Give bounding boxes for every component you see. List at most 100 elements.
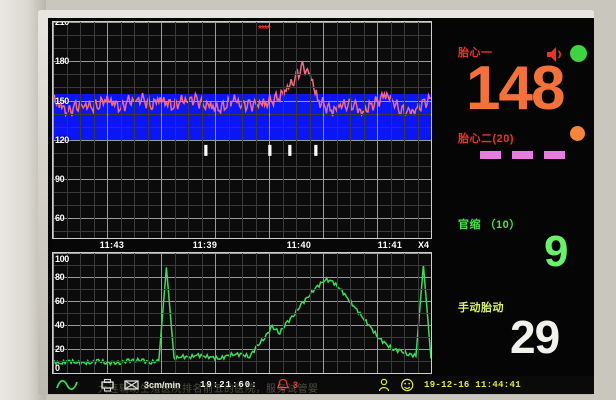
elapsed-time-label: 19:21:60: xyxy=(200,380,258,390)
uc-gridline xyxy=(107,253,108,373)
fhr-gridline xyxy=(269,22,270,238)
fhr-gridline xyxy=(53,22,54,238)
fhr-gridline xyxy=(377,22,378,238)
uc-gridline xyxy=(269,253,270,373)
time-tick-label: 11:41 xyxy=(377,240,403,250)
fhr-plot-area: 210 180 150 120 90 60 ▐ ▐ ▐ ▐ xyxy=(53,22,431,238)
uc-y-tick: 60 xyxy=(55,296,65,306)
fhr-gridline xyxy=(242,22,243,238)
fhr-y-tick: 60 xyxy=(55,213,65,224)
fhr1-value: 148 xyxy=(466,54,565,123)
waveform-icon[interactable] xyxy=(56,378,82,392)
fetal-movement-value: 29 xyxy=(510,311,560,363)
bell-icon[interactable] xyxy=(276,378,290,392)
uc-gridline xyxy=(201,253,203,373)
paper-speed-label: 3cm/min xyxy=(144,380,181,390)
uc-value: 9 xyxy=(544,227,569,276)
uc-gridline xyxy=(161,253,162,373)
uc-y-tick: 20 xyxy=(55,344,65,354)
uc-gridline xyxy=(336,253,338,373)
paper-disabled-icon[interactable] xyxy=(123,378,140,392)
datetime-label: 19-12-16 11:44:41 xyxy=(424,380,521,390)
fhr-gridline xyxy=(390,22,392,238)
uc-gridline xyxy=(80,253,81,373)
fhr-gridline xyxy=(120,22,122,238)
time-axis: X4 11:43 11:39 11:40 11:41 xyxy=(52,239,432,253)
fhr-y-tick: 90 xyxy=(55,174,65,185)
uc-gridline xyxy=(390,253,392,373)
fhr-gridline xyxy=(417,22,419,238)
uc-gridline xyxy=(350,253,351,373)
uc-gridline xyxy=(377,253,378,373)
fhr-gridline xyxy=(66,22,68,238)
fhr-gridline xyxy=(309,22,311,238)
fhr-gridline xyxy=(363,22,365,238)
uc-gridline xyxy=(147,253,149,373)
monitor-screen: 210 180 150 120 90 60 ▐ ▐ ▐ ▐ **** X4 11:43 11:39 1… xyxy=(48,18,594,394)
uc-gridline xyxy=(215,253,216,373)
fhr-gridline xyxy=(188,22,189,238)
uc-y-tick: 0 xyxy=(55,363,60,373)
uc-gridline xyxy=(120,253,122,373)
x-scale-label: X4 xyxy=(416,240,430,250)
fhr-y-tick: 150 xyxy=(55,95,69,106)
fhr-gridline xyxy=(80,22,81,238)
uc-gridline xyxy=(93,253,95,373)
uc-gridline xyxy=(242,253,243,373)
uc-gridline xyxy=(309,253,311,373)
smiley-icon[interactable] xyxy=(400,378,415,392)
fhr1-label: 胎心一 xyxy=(458,47,493,59)
uc-gridline xyxy=(296,253,297,373)
uc-plot-area: 100 80 60 40 20 0 xyxy=(53,253,431,373)
uc-gridline xyxy=(174,253,176,373)
speaker-icon[interactable] xyxy=(545,46,565,63)
photo-watermark: 大连辅助生殖医院排名前五的医院，服务试管婴 xyxy=(98,384,319,394)
time-tick-label: 11:40 xyxy=(286,240,312,250)
uc-chart[interactable]: 100 80 60 40 20 0 xyxy=(52,252,432,374)
numeric-readout-panel: 胎心一 148 胎心二(20) 官缩 （10） 9 手动胎动 29 xyxy=(452,18,594,376)
fhr-event-star: **** xyxy=(258,24,271,35)
fhr-y-tick: 180 xyxy=(55,56,69,67)
fhr-gridline xyxy=(215,22,216,238)
time-tick-label: 11:43 xyxy=(99,240,125,250)
uc-gridline xyxy=(188,253,189,373)
uc-gridline xyxy=(53,253,54,373)
uc-gridline xyxy=(363,253,365,373)
fhr-gridline xyxy=(255,22,257,238)
fhr-y-tick: 120 xyxy=(55,134,69,145)
alarm-count: 3 xyxy=(293,380,299,390)
uc-gridline xyxy=(404,253,405,373)
fhr-gridline xyxy=(93,22,95,238)
fhr-event-marker: ▐ xyxy=(285,144,292,155)
fetal-movement-label: 手动胎动 xyxy=(458,302,504,314)
fhr-gridline xyxy=(336,22,338,238)
fhr-gridline xyxy=(282,22,284,238)
uc-gridline xyxy=(282,253,284,373)
status-bar: 3cm/min 19:21:60: 3 19-12-16 11:44:41 xyxy=(48,376,594,394)
uc-gridline xyxy=(417,253,419,373)
printer-icon[interactable] xyxy=(100,378,116,392)
uc-y-tick: 40 xyxy=(55,320,65,330)
fhr-event-marker: ▐ xyxy=(311,144,318,155)
fhr-gridline xyxy=(404,22,405,238)
fhr-gridline xyxy=(147,22,149,238)
patient-icon[interactable] xyxy=(378,378,393,392)
fhr-gridline xyxy=(134,22,135,238)
uc-gridline xyxy=(66,253,68,373)
fhr-gridline xyxy=(296,22,297,238)
uc-y-tick: 100 xyxy=(55,254,69,264)
fhr-gridline xyxy=(323,22,324,238)
fhr-gridline xyxy=(350,22,351,238)
fhr-gridline xyxy=(201,22,203,238)
fhr-event-marker: ▐ xyxy=(201,144,208,155)
uc-gridline xyxy=(255,253,257,373)
fhr-event-marker: ▐ xyxy=(265,144,272,155)
time-tick-label: 11:39 xyxy=(192,240,218,250)
fhr1-signal-indicator-icon xyxy=(570,45,587,62)
trace-panels: 210 180 150 120 90 60 ▐ ▐ ▐ ▐ **** X4 11:43 11:39 1… xyxy=(48,18,452,376)
fhr-gridline xyxy=(107,22,108,238)
uc-gridline xyxy=(228,253,230,373)
fhr-chart[interactable]: 210 180 150 120 90 60 ▐ ▐ ▐ ▐ **** xyxy=(52,21,432,239)
fhr-y-tick: 210 xyxy=(55,22,69,27)
